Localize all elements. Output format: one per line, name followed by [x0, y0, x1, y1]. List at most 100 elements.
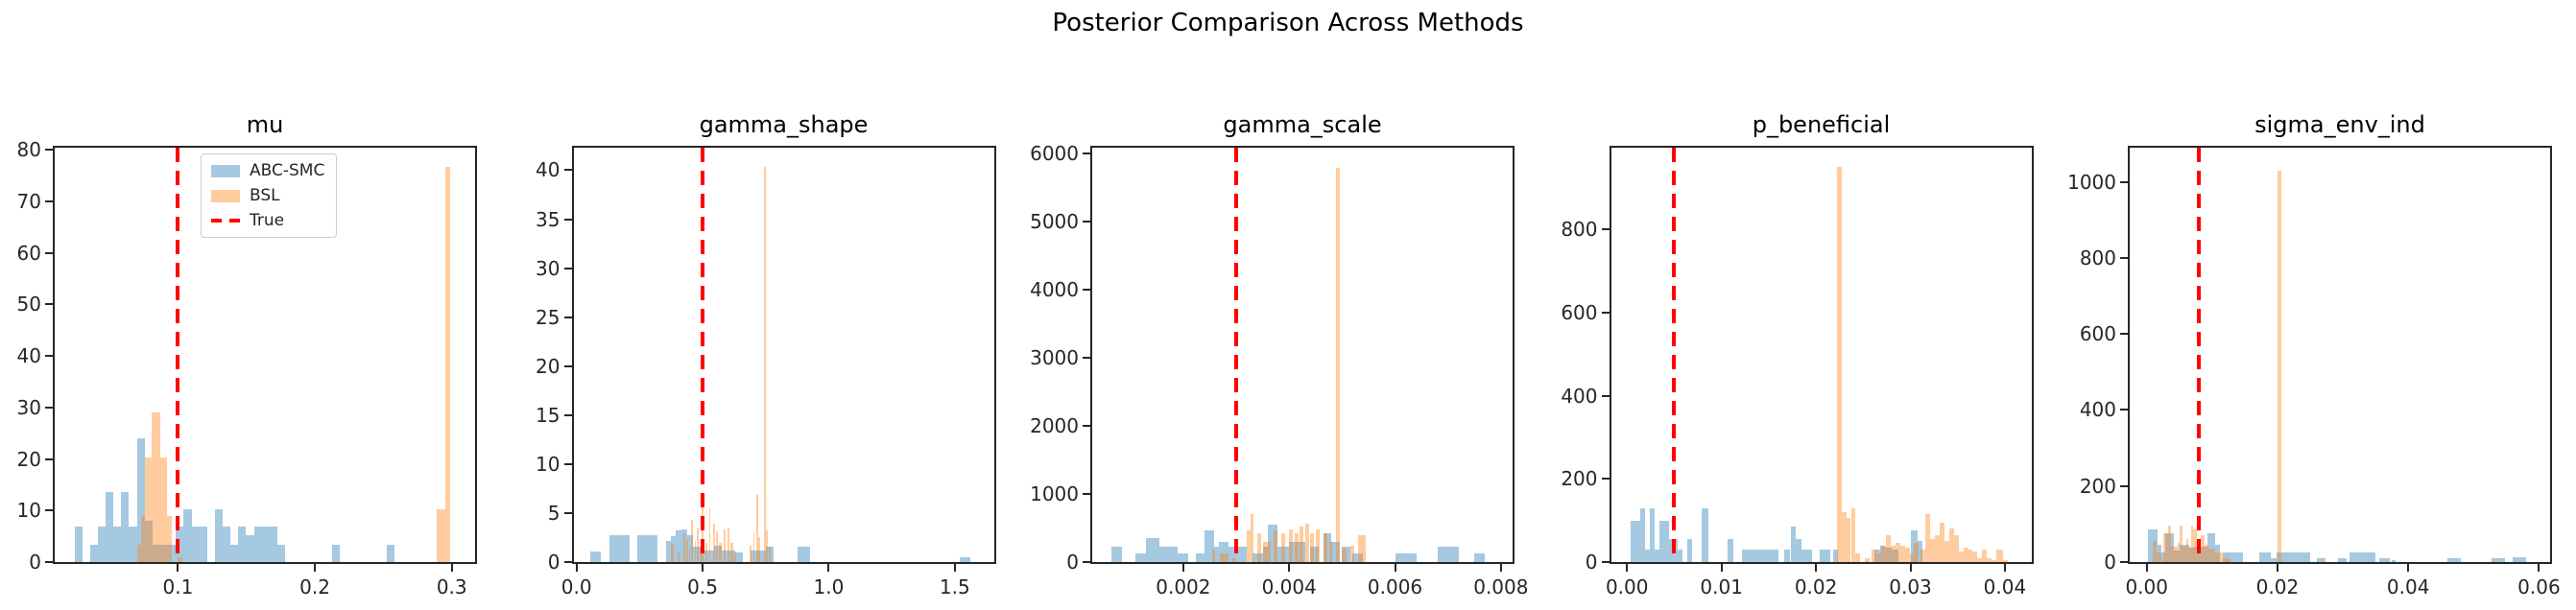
true-value-line	[2197, 148, 2202, 562]
x-tick-label: 0.5	[687, 575, 718, 598]
legend: ABC-SMC BSL True	[201, 153, 338, 238]
x-tick-mark	[827, 564, 830, 572]
legend-item-bsl: BSL	[211, 186, 324, 205]
histogram-bar-abc-smc	[113, 526, 122, 562]
y-tick-label: 600	[1561, 300, 1598, 324]
histogram-bar-bsl	[724, 529, 727, 562]
histogram-bar-bsl	[1280, 533, 1285, 562]
y-tick-mark	[45, 303, 53, 306]
histogram-bar-bsl	[1977, 557, 1983, 562]
histogram-bar-abc-smc	[1658, 520, 1669, 562]
histogram-bar-bsl	[2180, 526, 2183, 562]
y-tick-label: 20	[16, 447, 41, 471]
histogram-bar-abc-smc	[960, 556, 970, 562]
x-tick-label: 0.01	[1700, 575, 1743, 598]
y-tick-label: 0	[2104, 551, 2116, 574]
histogram-bar-bsl	[2222, 558, 2230, 562]
histogram-bar-bsl	[1940, 522, 1944, 562]
histogram-bar-abc-smc	[1790, 527, 1797, 562]
histogram-bar-bsl	[733, 551, 737, 562]
histogram-bar-abc-smc	[1135, 552, 1147, 562]
x-tick-label: 0.002	[1156, 575, 1211, 598]
axes-p_beneficial: p_beneficial 0 200 400 600 800 0.00 0.01 0.02 0.0…	[1561, 111, 2034, 598]
y-tick-mark	[2120, 561, 2128, 563]
histogram-bar-bsl	[2163, 533, 2169, 562]
histogram-bar-bsl	[2170, 547, 2178, 562]
histogram-bar-abc-smc	[680, 529, 688, 562]
y-tick-mark	[1083, 220, 1090, 223]
y-tick-mark	[45, 251, 53, 254]
histogram-bar-abc-smc	[1219, 541, 1228, 562]
histogram-bar-bsl	[712, 524, 715, 562]
histogram-bar-abc-smc	[2277, 552, 2294, 562]
y-tick-label: 4000	[1030, 277, 1079, 301]
histogram-bar-bsl	[1300, 527, 1304, 562]
histogram-bar-bsl	[1935, 534, 1940, 562]
histogram-bar-abc-smc	[89, 544, 98, 562]
histogram-bar-abc-smc	[238, 526, 247, 562]
histogram-bar-abc-smc	[1820, 550, 1830, 562]
histogram-bar-bsl	[2156, 552, 2161, 562]
histogram-bar-bsl	[697, 528, 700, 562]
histogram-bar-abc-smc	[2161, 552, 2166, 562]
histogram-bar-abc-smc	[2338, 558, 2348, 562]
true-value-line	[176, 148, 180, 562]
subplot-title: gamma_shape	[699, 111, 869, 138]
legend-item-true: True	[211, 211, 324, 230]
histogram-bar-abc-smc	[2271, 558, 2278, 562]
histogram-bar-abc-smc	[121, 492, 130, 562]
histogram-bar-bsl	[768, 546, 771, 562]
histogram-bar-abc-smc	[1352, 552, 1364, 562]
histogram-bar-abc-smc	[2223, 552, 2243, 562]
y-tick-mark	[1601, 311, 1610, 314]
histogram-bar-abc-smc	[676, 530, 681, 562]
y-tick-label: 3000	[1030, 345, 1079, 369]
histogram-bar-abc-smc	[671, 536, 677, 562]
histogram-bar-abc-smc	[1727, 539, 1734, 562]
y-tick-mark	[45, 149, 53, 152]
y-tick-mark	[2120, 333, 2128, 336]
histogram-bar-bsl	[1315, 528, 1320, 562]
legend-dashed-line-icon	[211, 219, 240, 223]
histogram-bar-bsl	[1328, 541, 1333, 562]
histogram-bar-abc-smc	[1195, 552, 1205, 562]
histogram-bar-abc-smc	[1687, 539, 1693, 562]
y-tick-label: 20	[536, 354, 561, 378]
histogram-bar-abc-smc	[2492, 558, 2505, 562]
histogram-bar-abc-smc	[331, 544, 341, 562]
y-tick-mark	[563, 511, 572, 514]
histogram-bar-abc-smc	[1331, 541, 1340, 562]
y-tick-label: 10	[16, 499, 41, 523]
histogram-bar-bsl	[1357, 534, 1367, 562]
histogram-bar-abc-smc	[2258, 552, 2272, 562]
histogram-bar-abc-smc	[1640, 507, 1645, 562]
histogram-bar-bsl	[719, 542, 722, 562]
histogram-bar-bsl	[1212, 550, 1215, 562]
histogram-bar-bsl	[1855, 553, 1861, 562]
histogram-bar-abc-smc	[1205, 530, 1215, 562]
histogram-bar-bsl	[1895, 543, 1900, 562]
histogram-bar-bsl	[671, 543, 674, 562]
y-tick-label: 40	[536, 158, 561, 182]
x-tick-mark	[953, 564, 956, 572]
y-tick-label: 200	[2079, 474, 2116, 498]
x-tick-mark	[2538, 564, 2540, 572]
histogram-bar-abc-smc	[1310, 546, 1319, 562]
histogram-bar-bsl	[1230, 557, 1237, 562]
histogram-bar-bsl	[1324, 533, 1327, 562]
histogram-bar-abc-smc	[1159, 546, 1179, 562]
histogram-bar-abc-smc	[2378, 558, 2391, 562]
y-tick-mark	[563, 218, 572, 221]
histogram-bar-abc-smc	[1228, 546, 1236, 562]
y-tick-mark	[45, 355, 53, 358]
legend-label: BSL	[250, 186, 280, 205]
histogram-bar-bsl	[755, 494, 758, 562]
histogram-bar-abc-smc	[2148, 529, 2158, 562]
y-tick-label: 800	[1561, 218, 1598, 241]
histogram-bar-bsl	[2152, 541, 2157, 562]
histogram-bar-abc-smc	[2447, 558, 2462, 562]
x-tick-mark	[1394, 564, 1396, 572]
x-tick-mark	[1815, 564, 1818, 572]
histogram-bar-bsl	[688, 549, 691, 562]
histogram-bar-bsl	[1996, 550, 2003, 562]
